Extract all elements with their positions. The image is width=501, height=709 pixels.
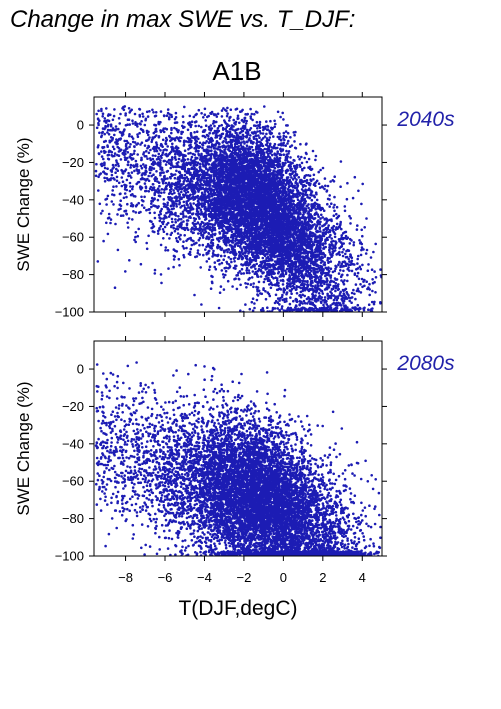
y-tick-label: −60 xyxy=(62,474,84,489)
x-tick-label: 0 xyxy=(280,570,287,585)
y-axis-label: SWE Change (%) xyxy=(14,381,33,515)
y-tick-label: −40 xyxy=(62,192,84,207)
x-tick-label: −6 xyxy=(158,570,173,585)
y-tick-label: −100 xyxy=(55,305,84,320)
scatter-points-2040s xyxy=(95,105,383,313)
period-label-2080s: 2080s xyxy=(396,352,455,375)
y-tick-label: −60 xyxy=(62,230,84,245)
y-tick-label: 0 xyxy=(77,118,84,133)
y-axis-label: SWE Change (%) xyxy=(14,137,33,271)
x-tick-label: −4 xyxy=(197,570,212,585)
x-tick-label: 2 xyxy=(319,570,326,585)
period-label-2040s: 2040s xyxy=(396,108,455,131)
y-tick-label: −40 xyxy=(62,436,84,451)
y-tick-label: −20 xyxy=(62,399,84,414)
x-tick-label: −8 xyxy=(118,570,133,585)
x-tick-label: −2 xyxy=(237,570,252,585)
scatter-points-2080s xyxy=(95,361,382,557)
x-tick-label: 4 xyxy=(359,570,366,585)
y-tick-label: 0 xyxy=(77,362,84,377)
y-tick-label: −20 xyxy=(62,155,84,170)
x-axis-label: T(DJF,degC) xyxy=(178,597,297,620)
y-tick-label: −80 xyxy=(62,511,84,526)
y-tick-label: −100 xyxy=(55,549,84,564)
y-tick-label: −80 xyxy=(62,267,84,282)
